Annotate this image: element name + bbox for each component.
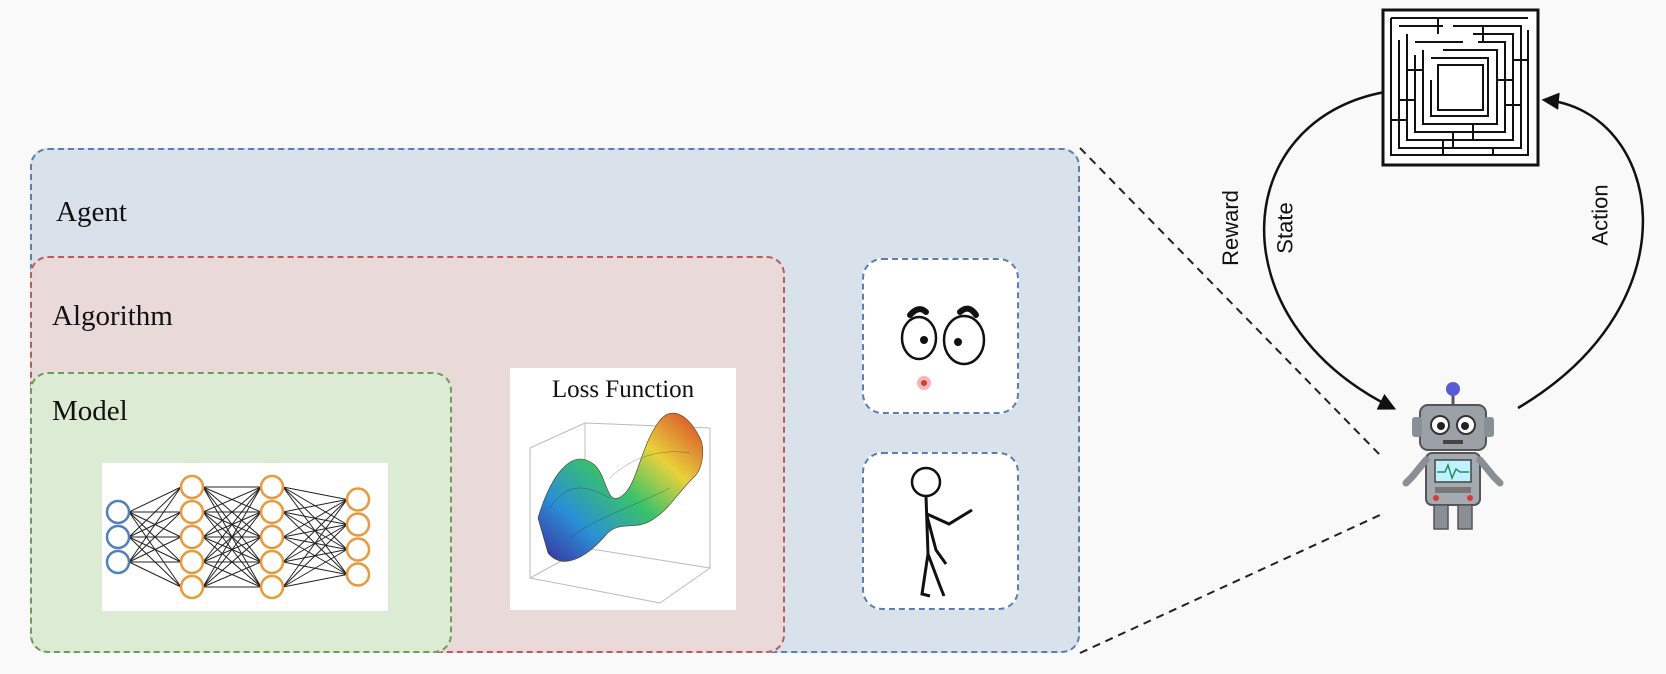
nn-connection [202, 486, 262, 538]
nn-node [345, 487, 371, 512]
nn-connection [282, 524, 348, 588]
nn-node [259, 474, 285, 500]
loss-function-title: Loss Function [551, 376, 695, 403]
nn-node [179, 499, 205, 525]
model-label: Model [52, 395, 128, 427]
nn-connection [202, 486, 262, 563]
nn-node [259, 574, 285, 600]
nn-node [105, 499, 131, 525]
nn-connection [282, 499, 348, 563]
nn-connection [128, 561, 182, 588]
nn-connection [282, 499, 348, 538]
stick-figure-icon [910, 466, 973, 598]
nn-node [179, 524, 205, 550]
zoom-line-top [1079, 147, 1381, 456]
zoom-line-bottom [1079, 514, 1381, 654]
nn-connection [202, 561, 262, 588]
algorithm-label: Algorithm [52, 300, 173, 332]
loss-function-panel: Loss Function [510, 368, 736, 610]
reward-state-arrow [1262, 90, 1397, 410]
nn-node [259, 499, 285, 525]
nn-connection [202, 511, 262, 588]
loss-surface-icon [529, 412, 711, 604]
nn-node [345, 562, 371, 587]
nn-connection [282, 549, 348, 588]
nn-connection [202, 486, 262, 513]
nn-node [179, 474, 205, 500]
nn-node [259, 549, 285, 575]
neural-network-icon [105, 474, 371, 600]
robot-icon [1402, 382, 1504, 530]
nn-connection [128, 486, 182, 563]
nn-connection [128, 511, 182, 563]
perception-box [862, 258, 1019, 414]
actor-box [862, 452, 1019, 610]
nn-connection [202, 536, 262, 588]
nn-node [179, 549, 205, 575]
nn-connection [282, 499, 348, 588]
nn-node [259, 524, 285, 550]
nn-node [345, 512, 371, 537]
nn-connection [202, 486, 262, 588]
nn-node [345, 537, 371, 562]
action-label: Action [1587, 184, 1613, 246]
nn-connection [282, 499, 348, 513]
nn-connection [282, 574, 348, 588]
maze-icon [1381, 8, 1540, 167]
agent-label: Agent [56, 196, 127, 228]
action-arrow [1517, 92, 1645, 410]
nn-connection [128, 536, 182, 563]
state-label: State [1272, 202, 1298, 254]
neural-network-panel [102, 463, 388, 611]
nn-node [179, 574, 205, 600]
nn-connection [282, 486, 348, 500]
nn-connection [128, 486, 182, 538]
cartoon-eyes-icon [900, 305, 986, 390]
reward-label: Reward [1217, 190, 1243, 266]
nn-connection [128, 486, 182, 513]
nn-node [105, 549, 131, 575]
nn-node [105, 524, 131, 550]
